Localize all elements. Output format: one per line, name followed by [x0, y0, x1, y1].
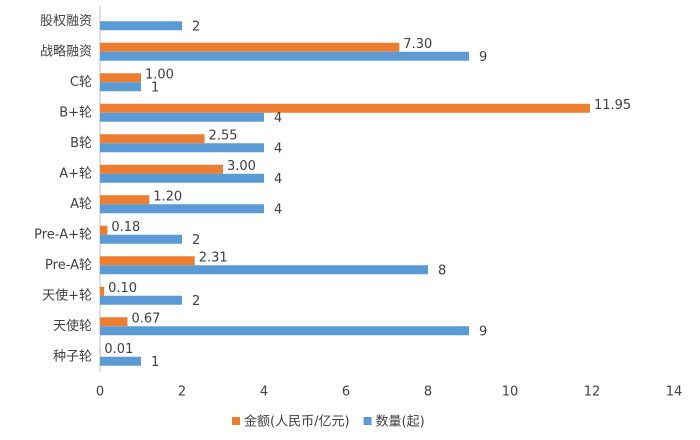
x-tick-label: 10	[502, 385, 519, 400]
data-label: 4	[274, 111, 282, 126]
data-label: 4	[274, 141, 282, 156]
x-tick-label: 4	[260, 385, 268, 400]
bar	[100, 173, 264, 183]
bar	[100, 256, 195, 266]
data-label: 3.00	[227, 159, 256, 174]
bar	[100, 143, 264, 153]
bar	[100, 234, 182, 244]
legend-swatch	[363, 417, 372, 425]
bar	[100, 42, 400, 52]
bar	[100, 51, 469, 61]
y-tick-label: 股权融资	[40, 13, 92, 29]
x-tick-label: 8	[424, 385, 432, 400]
data-label: 0.18	[111, 220, 140, 235]
bar	[100, 225, 108, 235]
y-tick-label: C轮	[70, 75, 92, 90]
data-label: 8	[438, 263, 446, 278]
data-label: 4	[274, 172, 282, 187]
y-tick-label: B轮	[70, 136, 92, 151]
y-tick-label: 天使+轮	[42, 287, 92, 303]
bar	[100, 21, 182, 31]
data-label: 0.01	[104, 342, 133, 357]
data-label: 2	[192, 233, 200, 248]
data-label: 2.55	[209, 128, 238, 143]
bar	[100, 326, 469, 336]
y-tick-label: B+轮	[59, 105, 92, 120]
data-label: 2.31	[199, 250, 228, 265]
y-tick-label: Pre-A+轮	[34, 227, 92, 242]
bar	[100, 204, 264, 214]
data-label: 2	[192, 294, 200, 309]
y-tick-label: 种子轮	[53, 349, 92, 364]
x-tick-label: 0	[96, 385, 104, 400]
bar	[100, 134, 205, 144]
data-label: 1.20	[153, 189, 182, 204]
y-tick-label: 天使轮	[53, 318, 92, 334]
bar	[100, 73, 141, 83]
data-label: 1	[151, 80, 159, 95]
x-tick-label: 14	[666, 385, 683, 400]
data-label: 0.10	[108, 281, 137, 296]
bar	[100, 103, 590, 113]
bar	[100, 286, 105, 296]
bar	[100, 317, 128, 327]
data-label: 9	[479, 324, 487, 339]
x-tick-label: 12	[584, 385, 601, 400]
bar	[100, 164, 223, 174]
data-label: 2	[192, 19, 200, 34]
data-label: 9	[479, 50, 487, 65]
bar	[100, 195, 150, 205]
bar	[100, 356, 141, 366]
data-label: 4	[274, 202, 282, 217]
y-tick-label: A+轮	[59, 166, 92, 181]
y-tick-label: 战略融资	[40, 43, 92, 59]
data-label: 0.67	[131, 311, 160, 326]
y-tick-label: A轮	[70, 197, 92, 212]
bar	[100, 295, 182, 305]
data-label: 11.95	[594, 98, 631, 113]
legend-label: 金额(人民币/亿元)	[244, 414, 350, 430]
x-tick-label: 2	[178, 385, 186, 400]
legend-swatch	[232, 417, 240, 425]
x-tick-label: 6	[342, 385, 350, 400]
data-label: 1	[151, 355, 159, 370]
bar	[100, 265, 428, 275]
bar	[100, 112, 264, 122]
y-tick-label: Pre-A轮	[45, 258, 92, 273]
bar	[100, 82, 141, 92]
data-label: 1.00	[145, 67, 174, 82]
legend-label: 数量(起)	[376, 415, 425, 430]
data-label: 7.30	[403, 37, 432, 52]
